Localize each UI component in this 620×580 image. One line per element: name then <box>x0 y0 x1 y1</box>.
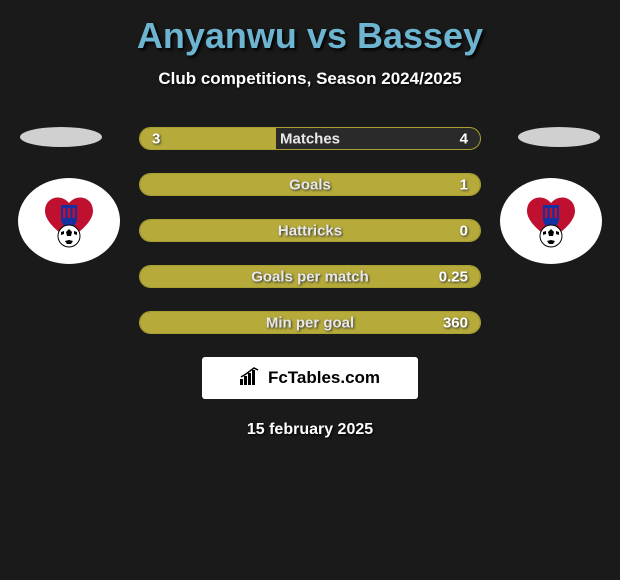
stat-value-left: 3 <box>152 130 160 147</box>
stat-value-right: 4 <box>460 130 468 147</box>
stat-row-matches: 3 Matches 4 <box>0 127 620 150</box>
page-title: Anyanwu vs Bassey <box>0 15 620 57</box>
player1-name: Anyanwu <box>137 15 297 56</box>
stat-label: Hattricks <box>278 222 342 239</box>
stat-value-right: 0.25 <box>439 268 468 285</box>
stat-value-right: 0 <box>460 222 468 239</box>
stat-value-right: 360 <box>443 314 468 331</box>
stat-row-goals-per-match: Goals per match 0.25 <box>0 265 620 288</box>
stat-bar: Goals 1 <box>139 173 481 196</box>
date: 15 february 2025 <box>0 421 620 439</box>
stat-label: Matches <box>280 130 340 147</box>
stat-row-min-per-goal: Min per goal 360 <box>0 311 620 334</box>
stats-bars: 3 Matches 4 Goals 1 Hattricks 0 <box>0 127 620 334</box>
stat-row-hattricks: Hattricks 0 <box>0 219 620 242</box>
footer-brand-text: FcTables.com <box>268 368 380 388</box>
chart-icon <box>240 367 262 390</box>
stat-label: Goals <box>289 176 331 193</box>
vs-text: vs <box>307 15 347 56</box>
stat-label: Min per goal <box>266 314 354 331</box>
stat-bar: Min per goal 360 <box>139 311 481 334</box>
main-container: Anyanwu vs Bassey Club competitions, Sea… <box>0 0 620 449</box>
stat-label: Goals per match <box>251 268 369 285</box>
player2-name: Bassey <box>357 15 483 56</box>
stat-value-right: 1 <box>460 176 468 193</box>
stat-bar: Goals per match 0.25 <box>139 265 481 288</box>
stat-bar: 3 Matches 4 <box>139 127 481 150</box>
stat-row-goals: Goals 1 <box>0 173 620 196</box>
stat-bar: Hattricks 0 <box>139 219 481 242</box>
footer-brand: FcTables.com <box>202 357 418 399</box>
bar-fill-left <box>140 128 276 149</box>
subtitle: Club competitions, Season 2024/2025 <box>0 69 620 89</box>
